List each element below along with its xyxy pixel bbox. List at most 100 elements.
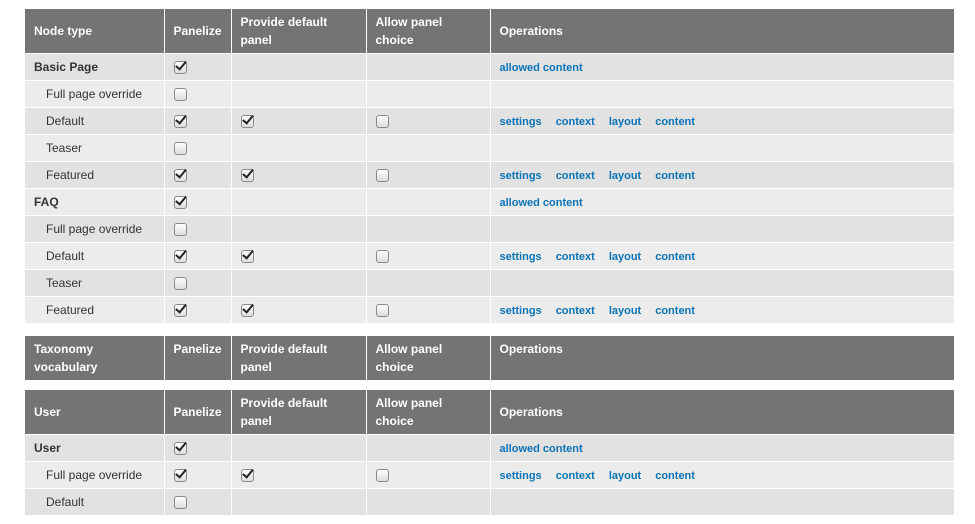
table-row: Featured settings context layout content bbox=[25, 296, 954, 323]
allow-checkbox[interactable] bbox=[375, 250, 389, 264]
panelize-checkbox[interactable] bbox=[173, 142, 187, 156]
panelize-checkbox[interactable] bbox=[173, 196, 187, 210]
settings-link[interactable]: settings bbox=[499, 251, 542, 263]
panelize-checkbox[interactable] bbox=[173, 223, 187, 237]
header-panelize: Panelize bbox=[164, 390, 232, 435]
allowed-content-link[interactable]: allowed content bbox=[499, 197, 583, 209]
provide-cell bbox=[231, 80, 367, 108]
panelize-checkbox[interactable] bbox=[173, 496, 187, 510]
row-label: Default bbox=[25, 242, 165, 270]
content-link[interactable]: content bbox=[655, 116, 695, 128]
panelize-checkbox[interactable] bbox=[173, 304, 187, 318]
content-link[interactable]: content bbox=[655, 470, 695, 482]
table-row: Full page override settings context layout c… bbox=[25, 461, 954, 489]
header-allow-panel-choice: Allow panel choice bbox=[366, 390, 491, 435]
node-type-table: Node type Panelize Provide default panel Al… bbox=[25, 9, 954, 323]
header-operations: Operations bbox=[490, 390, 954, 435]
context-link[interactable]: context bbox=[555, 170, 595, 182]
row-label: Full page override bbox=[25, 461, 165, 489]
settings-link[interactable]: settings bbox=[499, 305, 542, 317]
layout-link[interactable]: layout bbox=[608, 116, 642, 128]
provide-checkbox[interactable] bbox=[240, 250, 254, 264]
provide-cell bbox=[231, 161, 367, 189]
allow-cell bbox=[366, 215, 491, 243]
layout-link[interactable]: layout bbox=[608, 470, 642, 482]
row-label: User bbox=[25, 434, 165, 462]
settings-link[interactable]: settings bbox=[499, 470, 542, 482]
panelize-cell bbox=[164, 161, 232, 189]
allow-cell bbox=[366, 80, 491, 108]
operations-cell: settings context layout content bbox=[490, 296, 954, 323]
operations-cell bbox=[490, 134, 954, 162]
row-label: Full page override bbox=[25, 215, 165, 243]
allow-cell bbox=[366, 107, 491, 135]
provide-checkbox[interactable] bbox=[240, 115, 254, 129]
table-row: Full page override bbox=[25, 215, 954, 243]
table-row: Basic Page allowed content bbox=[25, 53, 954, 81]
header-type: User bbox=[25, 390, 165, 435]
table-row: Default settings context layout content bbox=[25, 242, 954, 270]
provide-cell bbox=[231, 434, 367, 462]
provide-checkbox[interactable] bbox=[240, 304, 254, 318]
content-link[interactable]: content bbox=[655, 305, 695, 317]
allow-cell bbox=[366, 269, 491, 297]
layout-link[interactable]: layout bbox=[608, 251, 642, 263]
header-operations: Operations bbox=[490, 336, 954, 380]
table-row: Teaser bbox=[25, 134, 954, 162]
panelize-checkbox[interactable] bbox=[173, 442, 187, 456]
header-allow-panel-choice: Allow panel choice bbox=[366, 9, 491, 54]
header-row: Node type Panelize Provide default panel Al… bbox=[25, 9, 954, 54]
allow-checkbox[interactable] bbox=[375, 115, 389, 129]
settings-link[interactable]: settings bbox=[499, 116, 542, 128]
allow-cell bbox=[366, 188, 491, 216]
context-link[interactable]: context bbox=[555, 470, 595, 482]
context-link[interactable]: context bbox=[555, 251, 595, 263]
operations-cell bbox=[490, 269, 954, 297]
operations-cell bbox=[490, 80, 954, 108]
allow-checkbox[interactable] bbox=[375, 304, 389, 318]
header-row: Taxonomy vocabulary Panelize Provide defau… bbox=[25, 336, 954, 380]
allow-cell bbox=[366, 296, 491, 323]
panelize-cell bbox=[164, 80, 232, 108]
header-type: Taxonomy vocabulary bbox=[25, 336, 165, 380]
context-link[interactable]: context bbox=[555, 305, 595, 317]
operations-cell: settings context layout content bbox=[490, 107, 954, 135]
allowed-content-link[interactable]: allowed content bbox=[499, 62, 583, 74]
context-link[interactable]: context bbox=[555, 116, 595, 128]
panelize-cell bbox=[164, 242, 232, 270]
panelize-checkbox[interactable] bbox=[173, 250, 187, 264]
layout-link[interactable]: layout bbox=[608, 170, 642, 182]
panelize-cell bbox=[164, 269, 232, 297]
operations-cell: settings context layout content bbox=[490, 461, 954, 489]
content-link[interactable]: content bbox=[655, 251, 695, 263]
table-row: Default settings context layout content bbox=[25, 107, 954, 135]
provide-cell bbox=[231, 488, 367, 515]
panelize-checkbox[interactable] bbox=[173, 169, 187, 183]
panelize-checkbox[interactable] bbox=[173, 469, 187, 483]
panelize-cell bbox=[164, 53, 232, 81]
panelize-checkbox[interactable] bbox=[173, 88, 187, 102]
panelize-cell bbox=[164, 134, 232, 162]
allow-checkbox[interactable] bbox=[375, 469, 389, 483]
panelize-checkbox[interactable] bbox=[173, 277, 187, 291]
provide-checkbox[interactable] bbox=[240, 469, 254, 483]
header-allow-panel-choice: Allow panel choice bbox=[366, 336, 491, 380]
panelize-checkbox[interactable] bbox=[173, 115, 187, 129]
panelize-checkbox[interactable] bbox=[173, 61, 187, 75]
user-table: User Panelize Provide default panel Allow p… bbox=[25, 390, 954, 515]
header-provide-default-panel: Provide default panel bbox=[231, 336, 367, 380]
layout-link[interactable]: layout bbox=[608, 305, 642, 317]
settings-link[interactable]: settings bbox=[499, 170, 542, 182]
allow-cell bbox=[366, 488, 491, 515]
allow-checkbox[interactable] bbox=[375, 169, 389, 183]
allowed-content-link[interactable]: allowed content bbox=[499, 443, 583, 455]
allow-cell bbox=[366, 134, 491, 162]
table-row: User allowed content bbox=[25, 434, 954, 462]
provide-cell bbox=[231, 242, 367, 270]
content-link[interactable]: content bbox=[655, 170, 695, 182]
provide-cell bbox=[231, 296, 367, 323]
row-label: Teaser bbox=[25, 134, 165, 162]
row-label: FAQ bbox=[25, 188, 165, 216]
provide-checkbox[interactable] bbox=[240, 169, 254, 183]
panelize-cell bbox=[164, 488, 232, 515]
